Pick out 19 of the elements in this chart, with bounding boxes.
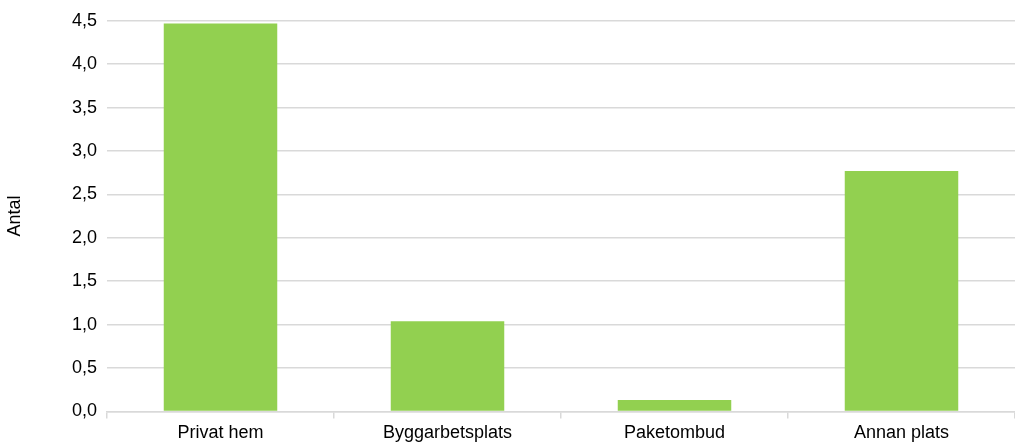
y-tick-label: 2,0 [71,226,97,247]
x-tick-label: Privat hem [177,422,264,443]
bar [390,321,505,411]
x-tick-label: Paketombud [623,422,726,443]
bar [163,23,278,411]
x-tick-label: Annan plats [853,422,950,443]
y-tick-label: 3,0 [71,139,97,160]
y-axis-title: Antal [3,195,24,237]
y-tick-label: 4,0 [71,53,97,74]
bar [844,170,959,411]
y-tick-label: 3,5 [71,96,97,117]
x-tick-label: Byggarbetsplats [382,422,513,443]
y-tick-label: 1,0 [71,313,97,334]
y-tick-label: 4,5 [71,9,97,30]
y-tick-label: 2,5 [71,183,97,204]
y-tick-label: 1,5 [71,270,97,291]
bar [617,400,732,411]
y-tick-label: 0,0 [71,400,97,421]
y-tick-label: 0,5 [71,356,97,377]
